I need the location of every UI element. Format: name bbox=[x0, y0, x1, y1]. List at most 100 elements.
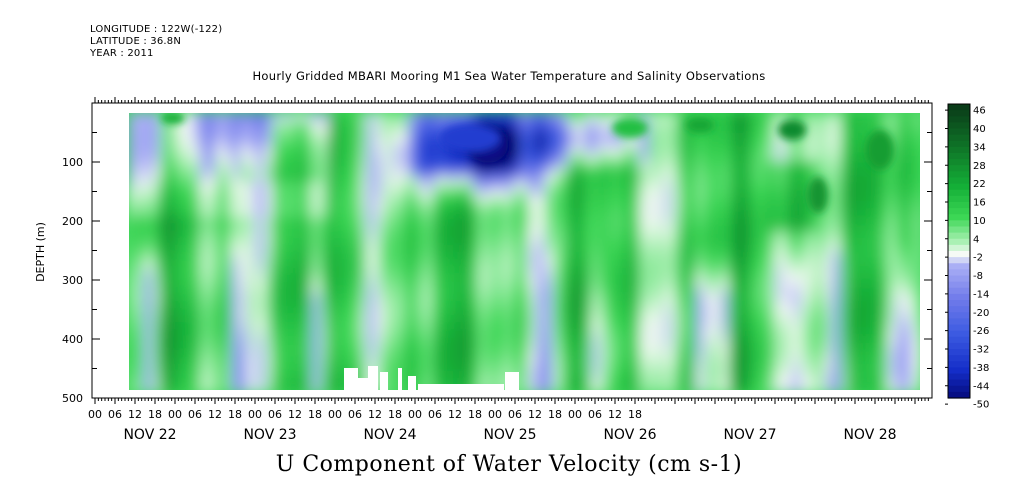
heatmap-cell bbox=[792, 266, 802, 275]
heatmap-cell bbox=[272, 294, 282, 303]
heatmap-cell bbox=[528, 371, 538, 380]
heatmap-cell bbox=[632, 210, 642, 219]
heatmap-cell bbox=[272, 196, 282, 205]
heatmap-cell bbox=[808, 238, 818, 247]
heatmap-cell bbox=[200, 245, 210, 254]
y-tick-label: 300 bbox=[62, 274, 83, 287]
heatmap-cell bbox=[200, 371, 210, 380]
heatmap-cell bbox=[272, 126, 282, 135]
gap-patch bbox=[380, 372, 388, 390]
heatmap-cell bbox=[344, 350, 354, 359]
heatmap-cell bbox=[392, 140, 402, 149]
heatmap-cell bbox=[184, 224, 194, 233]
heatmap-cell bbox=[400, 196, 410, 205]
heatmap-cell bbox=[320, 113, 330, 121]
colorbar-band bbox=[948, 324, 970, 332]
heatmap-cell bbox=[488, 245, 498, 254]
heatmap-cell bbox=[344, 308, 354, 317]
heatmap-cell bbox=[912, 203, 920, 212]
heatmap-cell bbox=[904, 175, 914, 184]
heatmap-cell bbox=[312, 273, 322, 282]
heatmap-cell bbox=[129, 385, 138, 390]
heatmap-cell bbox=[544, 217, 554, 226]
heatmap-cell bbox=[264, 315, 274, 324]
heatmap-cell bbox=[904, 154, 914, 163]
heatmap-cell bbox=[832, 203, 842, 212]
heatmap-cell bbox=[872, 252, 882, 261]
heatmap-cell bbox=[704, 217, 714, 226]
heatmap-cell bbox=[256, 378, 266, 387]
heatmap-cell bbox=[360, 301, 370, 310]
heatmap-cell bbox=[160, 196, 170, 205]
heatmap-cell bbox=[536, 252, 546, 261]
heatmap-cell bbox=[736, 287, 746, 296]
heatmap-cell bbox=[312, 315, 322, 324]
heatmap-cell bbox=[648, 301, 658, 310]
heatmap-cell bbox=[632, 175, 642, 184]
heatmap-cell bbox=[888, 175, 898, 184]
heatmap-cell bbox=[376, 189, 386, 198]
heatmap-cell bbox=[696, 217, 706, 226]
heatmap-cell bbox=[864, 322, 874, 331]
heatmap-cell bbox=[152, 217, 162, 226]
heatmap-cell bbox=[608, 224, 618, 233]
heatmap-cell bbox=[432, 161, 442, 170]
heatmap-cell bbox=[472, 161, 482, 170]
heatmap-cell bbox=[224, 287, 234, 296]
heatmap-cell bbox=[696, 294, 706, 303]
heatmap-cell bbox=[792, 364, 802, 373]
heatmap-cell bbox=[432, 364, 442, 373]
heatmap-cell bbox=[336, 238, 346, 247]
heatmap-cell bbox=[312, 133, 322, 142]
heatmap-cell bbox=[264, 259, 274, 268]
heatmap-cell bbox=[680, 245, 690, 254]
heatmap-cell bbox=[344, 294, 354, 303]
heatmap-cell bbox=[456, 224, 466, 233]
heatmap-cell bbox=[752, 140, 762, 149]
heatmap-cell bbox=[368, 161, 378, 170]
heatmap-cell bbox=[224, 147, 234, 156]
heatmap-cell bbox=[616, 350, 626, 359]
heatmap-cell bbox=[648, 113, 658, 121]
heatmap-cell bbox=[168, 182, 178, 191]
heatmap-cell bbox=[760, 133, 770, 142]
heatmap-cell bbox=[424, 147, 434, 156]
heatmap-cell bbox=[336, 280, 346, 289]
heatmap-cell bbox=[224, 224, 234, 233]
heatmap-cell bbox=[368, 113, 378, 121]
heatmap-cell bbox=[368, 140, 378, 149]
heatmap-cell bbox=[912, 280, 920, 289]
heatmap-cell bbox=[880, 273, 890, 282]
heatmap-cell bbox=[192, 210, 202, 219]
heatmap-cell bbox=[752, 385, 762, 390]
heatmap-cell bbox=[752, 266, 762, 275]
heatmap-cell bbox=[840, 140, 850, 149]
heatmap-cell bbox=[736, 175, 746, 184]
heatmap-cell bbox=[536, 113, 546, 121]
heatmap-cell bbox=[712, 196, 722, 205]
heatmap-cell bbox=[832, 119, 842, 128]
heatmap-cell bbox=[576, 301, 586, 310]
heatmap-cell bbox=[424, 189, 434, 198]
heatmap-cell bbox=[312, 161, 322, 170]
heatmap-cell bbox=[744, 231, 754, 240]
heatmap-cell bbox=[592, 350, 602, 359]
heatmap-cell bbox=[296, 168, 306, 177]
heatmap-cell bbox=[384, 252, 394, 261]
heatmap-cell bbox=[192, 133, 202, 142]
heatmap-cell bbox=[176, 210, 186, 219]
heatmap-cell bbox=[168, 154, 178, 163]
heatmap-cell bbox=[848, 140, 858, 149]
heatmap-cell bbox=[392, 357, 402, 366]
heatmap-cell bbox=[760, 315, 770, 324]
heatmap-cell bbox=[480, 329, 490, 338]
heatmap-cell bbox=[856, 210, 866, 219]
x-hour-tick-label: 06 bbox=[268, 408, 282, 421]
heatmap-cell bbox=[248, 371, 258, 380]
heatmap-cell bbox=[696, 113, 706, 121]
heatmap-cell bbox=[144, 329, 154, 338]
heatmap-cell bbox=[688, 266, 698, 275]
heatmap-cell bbox=[632, 140, 642, 149]
heatmap-cell bbox=[856, 203, 866, 212]
heatmap-cell bbox=[680, 350, 690, 359]
